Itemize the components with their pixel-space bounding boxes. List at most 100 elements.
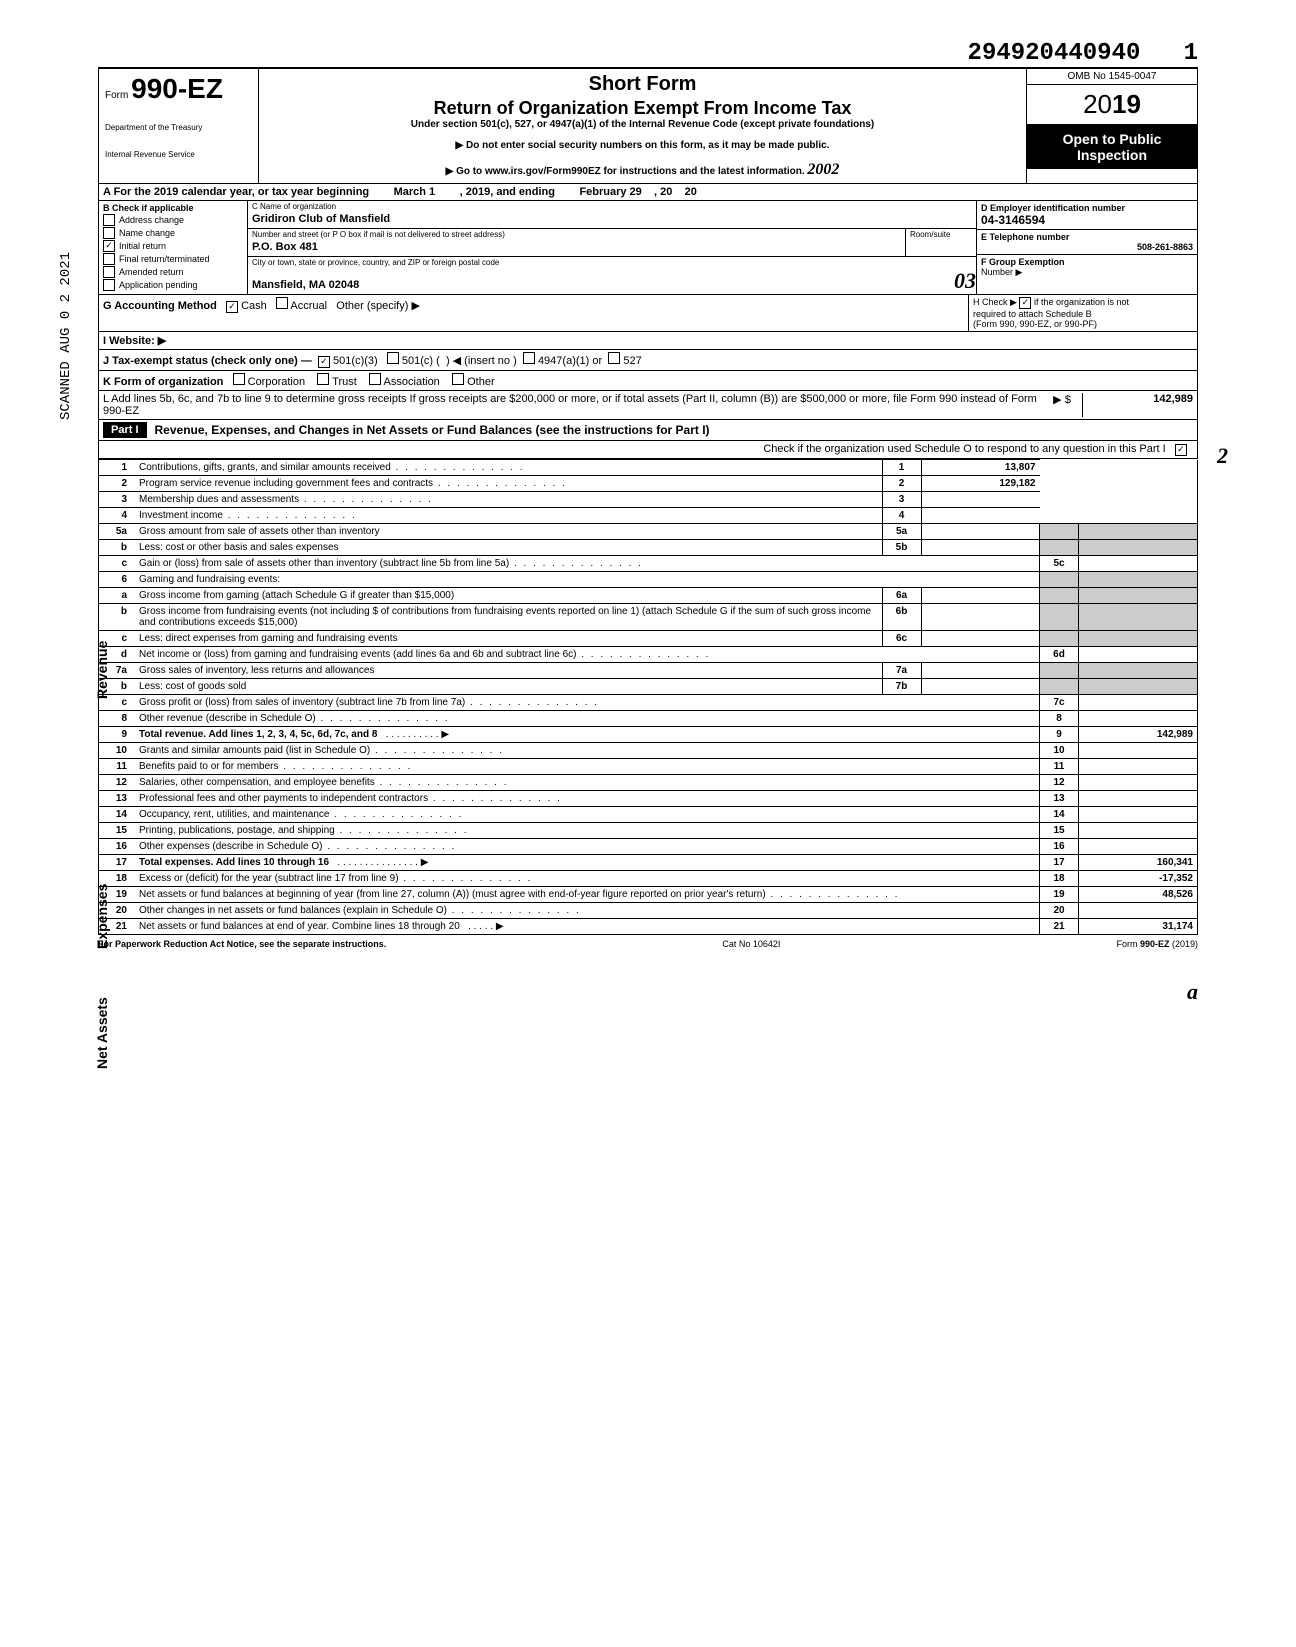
website-label: I Website: ▶ xyxy=(103,335,166,347)
527-label: 527 xyxy=(623,355,641,367)
handwritten-2: 2 xyxy=(1217,443,1228,469)
501c-checkbox[interactable] xyxy=(387,352,399,364)
other-org-label: Other xyxy=(467,376,495,388)
year-bold: 19 xyxy=(1112,89,1141,119)
line-text: Gross income from fundraising events (no… xyxy=(135,604,882,631)
line-text: Gross amount from sale of assets other t… xyxy=(139,526,380,537)
h-text-4: (Form 990, 990-EZ, or 990-PF) xyxy=(973,319,1097,329)
main-title: Return of Organization Exempt From Incom… xyxy=(269,98,1016,119)
table-row: 7aGross sales of inventory, less returns… xyxy=(99,663,1198,679)
line-text: Printing, publications, postage, and shi… xyxy=(135,823,1040,839)
line-a-mid: , 2019, and ending xyxy=(460,186,555,198)
table-row: 15Printing, publications, postage, and s… xyxy=(99,823,1198,839)
side-expenses-label: Expenses xyxy=(94,884,110,949)
527-checkbox[interactable] xyxy=(608,352,620,364)
checkbox-icon[interactable] xyxy=(103,266,115,278)
table-row: 14Occupancy, rent, utilities, and mainte… xyxy=(99,807,1198,823)
group-exemption-label: F Group Exemption xyxy=(981,257,1065,267)
corp-checkbox[interactable] xyxy=(233,373,245,385)
handwritten-alpha: a xyxy=(1187,979,1198,1004)
cb-label: Amended return xyxy=(119,267,184,277)
line-l-arrow: ▶ $ xyxy=(1042,393,1082,417)
part-1-check-text: Check if the organization used Schedule … xyxy=(763,443,1165,455)
trust-label: Trust xyxy=(332,376,357,388)
cb-initial-return: ✓Initial return xyxy=(103,240,243,252)
line-l-text: L Add lines 5b, 6c, and 7b to line 9 to … xyxy=(103,393,1042,417)
line-text: Gaming and fundraising events: xyxy=(135,572,1040,588)
table-row: 11Benefits paid to or for members11 xyxy=(99,759,1198,775)
line-text: Professional fees and other payments to … xyxy=(135,791,1040,807)
table-row: 9Total revenue. Add lines 1, 2, 3, 4, 5c… xyxy=(99,727,1198,743)
501c3-checkbox[interactable]: ✓ xyxy=(318,356,330,368)
table-row: 3Membership dues and assessments3 xyxy=(99,492,1198,508)
org-name: Gridiron Club of Mansfield xyxy=(248,212,976,229)
org-address: P.O. Box 481 xyxy=(248,240,905,257)
omb-box: OMB No 1545-0047 2019 Open to Public Ins… xyxy=(1026,69,1197,183)
dept-treasury: Department of the Treasury xyxy=(105,123,252,132)
checkbox-icon[interactable] xyxy=(103,279,115,291)
table-row: 13Professional fees and other payments t… xyxy=(99,791,1198,807)
cash-label: Cash xyxy=(241,300,267,312)
line-text: Net income or (loss) from gaming and fun… xyxy=(135,647,1040,663)
cb-label: Application pending xyxy=(119,280,198,290)
h-text-3: required to attach Schedule B xyxy=(973,309,1092,319)
table-row: 16Other expenses (describe in Schedule O… xyxy=(99,839,1198,855)
accrual-checkbox[interactable] xyxy=(276,297,288,309)
cb-application-pending: Application pending xyxy=(103,279,243,291)
year-prefix: 20 xyxy=(1083,89,1112,119)
table-row: bLess: cost or other basis and sales exp… xyxy=(99,540,1198,556)
cb-name-change: Name change xyxy=(103,227,243,239)
line-a-label: A For the 2019 calendar year, or tax yea… xyxy=(103,186,369,198)
501c3-label: 501(c)(3) xyxy=(333,355,378,367)
code-digits: 294920440940 xyxy=(968,40,1141,67)
ein-label: D Employer identification number xyxy=(981,203,1125,213)
code-suffix: 1 xyxy=(1184,40,1198,67)
other-org-checkbox[interactable] xyxy=(452,373,464,385)
checkbox-icon[interactable] xyxy=(103,227,115,239)
line-text: Excess or (deficit) for the year (subtra… xyxy=(135,871,1040,887)
handwritten-03: 03 xyxy=(954,268,976,294)
trust-checkbox[interactable] xyxy=(317,373,329,385)
line-text: Program service revenue including govern… xyxy=(135,476,882,492)
title-box: Short Form Return of Organization Exempt… xyxy=(259,69,1026,183)
cb-address-change: Address change xyxy=(103,214,243,226)
table-row: 17Total expenses. Add lines 10 through 1… xyxy=(99,855,1198,871)
line-text: Other revenue (describe in Schedule O) xyxy=(135,711,1040,727)
table-row: 8Other revenue (describe in Schedule O)8 xyxy=(99,711,1198,727)
checkbox-icon[interactable]: ✓ xyxy=(103,240,115,252)
cb-final-return: Final return/terminated xyxy=(103,253,243,265)
line-text: Other changes in net assets or fund bala… xyxy=(135,903,1040,919)
checkbox-icon[interactable] xyxy=(103,214,115,226)
table-row: 4Investment income4 xyxy=(99,508,1198,524)
part-1-checkbox[interactable]: ✓ xyxy=(1175,444,1187,456)
table-row: 20Other changes in net assets or fund ba… xyxy=(99,903,1198,919)
line-a-row: A For the 2019 calendar year, or tax yea… xyxy=(98,184,1198,201)
table-row: 6Gaming and fundraising events: xyxy=(99,572,1198,588)
tax-exempt-label: J Tax-exempt status (check only one) — xyxy=(103,355,312,367)
table-row: 19Net assets or fund balances at beginni… xyxy=(99,887,1198,903)
table-row: 1Contributions, gifts, grants, and simil… xyxy=(99,460,1198,476)
footer-mid: Cat No 10642I xyxy=(722,939,780,949)
cb-label: Name change xyxy=(119,228,175,238)
part-1-title: Revenue, Expenses, and Changes in Net As… xyxy=(155,423,710,437)
assoc-checkbox[interactable] xyxy=(369,373,381,385)
document-code: 294920440940 1 xyxy=(98,40,1198,67)
4947-checkbox[interactable] xyxy=(523,352,535,364)
form-label-box: Form 990-EZ Department of the Treasury I… xyxy=(99,69,259,183)
note-ssn: Do not enter social security numbers on … xyxy=(269,140,1016,151)
checkbox-icon[interactable] xyxy=(103,253,115,265)
line-text: Other expenses (describe in Schedule O) xyxy=(135,839,1040,855)
table-row: bGross income from fundraising events (n… xyxy=(99,604,1198,631)
cash-checkbox[interactable]: ✓ xyxy=(226,301,238,313)
table-row: bLess: cost of goods sold7b xyxy=(99,679,1198,695)
col-c: C Name of organization Gridiron Club of … xyxy=(248,201,976,294)
footer-right: 990-EZ xyxy=(1140,939,1170,949)
table-row: cLess: direct expenses from gaming and f… xyxy=(99,631,1198,647)
form-word: Form xyxy=(105,90,128,101)
form-of-org-label: K Form of organization xyxy=(103,376,223,388)
open-public-2: Inspection xyxy=(1027,147,1197,163)
handwritten-2002: 2002 xyxy=(807,161,839,178)
col-b-header: B Check if applicable xyxy=(103,203,194,213)
h-checkbox[interactable]: ✓ xyxy=(1019,297,1031,309)
room-label: Room/suite xyxy=(906,229,976,240)
